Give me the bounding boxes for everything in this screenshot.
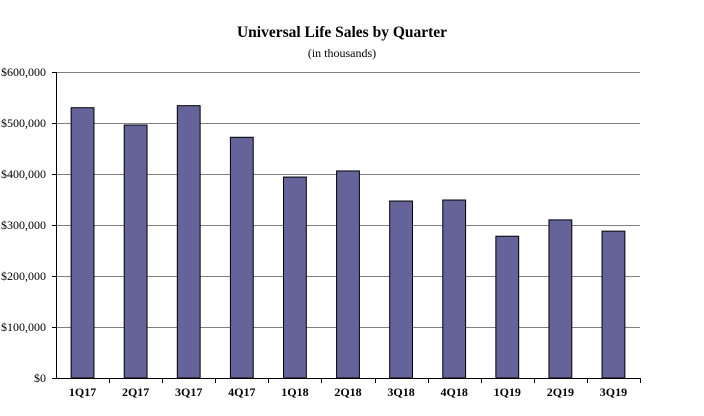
x-tick-label: 1Q19 (494, 385, 521, 399)
x-tick-label: 1Q17 (69, 385, 96, 399)
x-tick-label: 4Q18 (441, 385, 468, 399)
bar-1q19 (495, 235, 520, 379)
bars (70, 105, 626, 379)
y-tick-label: $200,000 (1, 269, 46, 283)
chart-subtitle: (in thousands) (307, 46, 377, 60)
bar-3q19 (601, 230, 626, 379)
bar-4q17 (229, 136, 254, 379)
x-tick-label: 3Q19 (600, 385, 627, 399)
y-tick-label: $100,000 (1, 320, 46, 334)
x-tick-labels: 1Q17 2Q17 3Q17 4Q17 1Q18 2Q18 3Q18 4Q18 1Q19 2Q19… (69, 385, 627, 399)
x-tick-label: 3Q18 (387, 385, 414, 399)
x-tick-label: 2Q17 (122, 385, 149, 399)
bar-1q17 (70, 107, 95, 379)
bar-2q17 (123, 124, 148, 379)
bar-3q17 (176, 105, 201, 379)
x-tick-label: 4Q17 (228, 385, 255, 399)
y-tick-label: $500,000 (1, 116, 46, 130)
x-tick-label: 2Q18 (334, 385, 361, 399)
bar-1q18 (282, 176, 307, 379)
y-tick-label: $600,000 (1, 65, 46, 79)
axes (52, 72, 641, 383)
y-tick-labels: $0 $100,000 $200,000 $300,000 $400,000 $500,0… (1, 65, 46, 385)
chart-title: Universal Life Sales by Quarter (236, 24, 448, 41)
bar-4q18 (442, 199, 467, 379)
bar-3q18 (389, 200, 414, 379)
y-tick-label: $300,000 (1, 218, 46, 232)
bar-2q18 (336, 170, 360, 379)
x-tick-label: 3Q17 (175, 385, 202, 399)
x-tick-label: 1Q18 (281, 385, 308, 399)
y-tick-label: $400,000 (1, 167, 46, 181)
bar-2q19 (548, 219, 573, 379)
x-tick-label: 2Q19 (547, 385, 574, 399)
y-tick-label: $0 (34, 371, 46, 385)
